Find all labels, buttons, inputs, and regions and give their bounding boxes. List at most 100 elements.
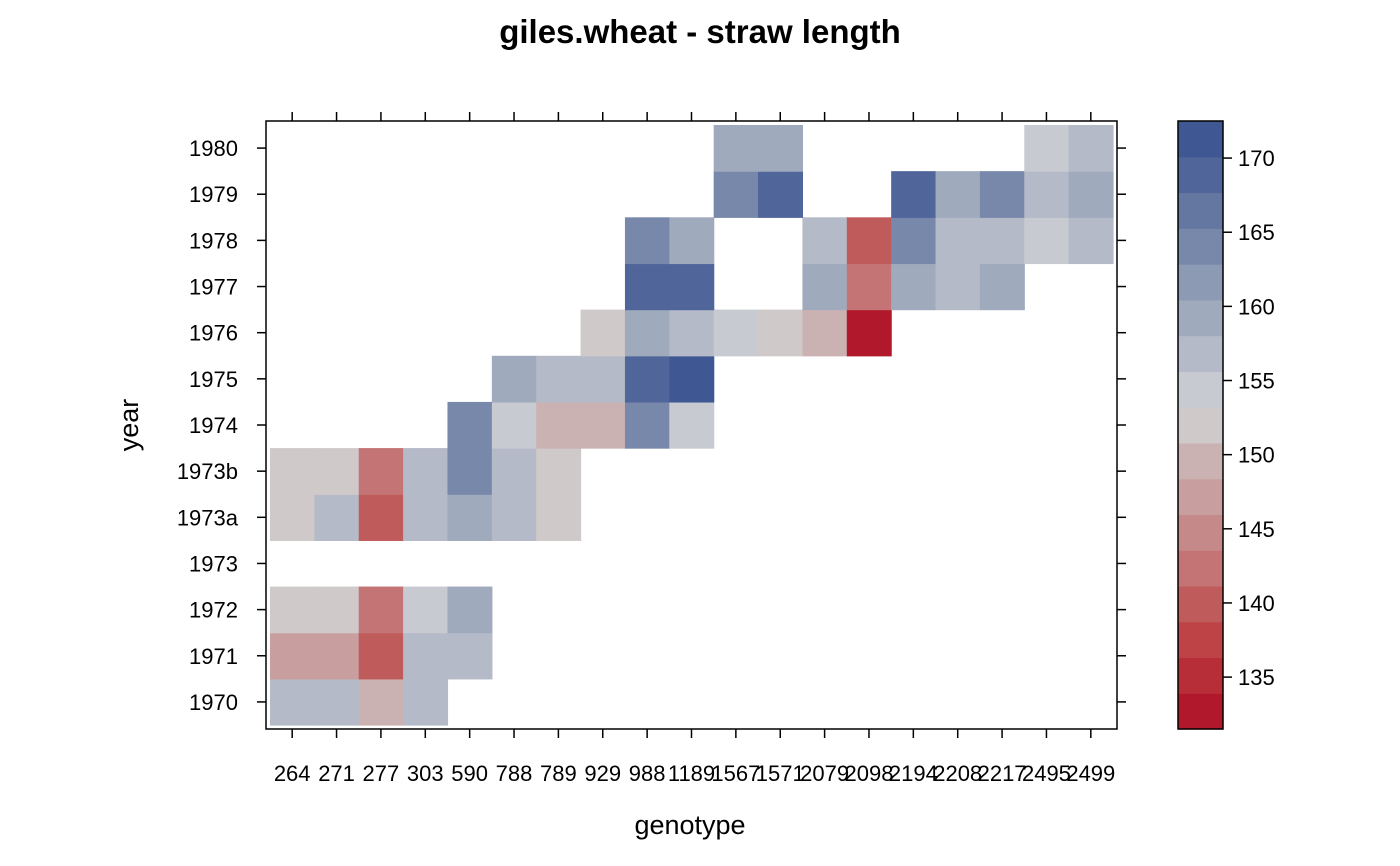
heatmap-cell (314, 448, 360, 495)
heatmap-cell (802, 309, 848, 357)
heatmap-cell (1068, 217, 1114, 265)
heatmap-cells (270, 125, 1114, 726)
heatmap-cell (624, 263, 670, 311)
y-tick-label: 1978 (189, 228, 238, 253)
x-tick-label: 1567 (711, 761, 760, 786)
heatmap-cell (713, 309, 759, 357)
heatmap-cell (491, 401, 537, 449)
heatmap-cell (979, 171, 1025, 218)
heatmap-cell (891, 171, 937, 218)
x-tick-label: 2495 (1022, 761, 1071, 786)
colorbar-tick-label: 165 (1238, 220, 1275, 245)
y-axis: 1970 1971 1972 1973 1973a 1973b 1974 1975 1976 19… (177, 136, 1126, 715)
y-tick-label: 1970 (189, 690, 238, 715)
colorbar-tick-label: 155 (1238, 369, 1275, 394)
heatmap-cell (270, 632, 315, 680)
heatmap-cell (314, 678, 360, 726)
colorbar-segment (1178, 192, 1223, 229)
heatmap-cell (447, 632, 493, 680)
colorbar-segment (1178, 299, 1223, 337)
y-tick-label: 1976 (189, 321, 238, 346)
x-tick-label: 277 (363, 761, 400, 786)
heatmap-cell (669, 263, 715, 311)
heatmap-cell (802, 217, 848, 265)
heatmap-cell (846, 309, 892, 357)
heatmap-cell (403, 632, 449, 680)
heatmap-cell (758, 309, 804, 357)
heatmap-cell (669, 309, 715, 357)
heatmap-cell (491, 448, 537, 495)
heatmap-cell (536, 448, 582, 495)
heatmap-cell (891, 217, 937, 265)
colorbar-segment (1178, 407, 1223, 444)
colorbar-segment (1178, 264, 1223, 301)
heatmap-cell (358, 632, 404, 680)
x-tick-label: 1571 (756, 761, 805, 786)
colorbar-segment (1178, 228, 1223, 265)
heatmap-cell (358, 448, 404, 495)
x-tick-label: 264 (274, 761, 311, 786)
colorbar-tick-label: 145 (1238, 517, 1275, 542)
heatmap-cell (447, 494, 493, 541)
x-axis: 264 271 277 303 590 788 789 929 988 1189156715712… (274, 112, 1115, 786)
heatmap-cell (1068, 171, 1114, 218)
x-tick-label: 988 (629, 761, 666, 786)
colorbar-segment (1178, 121, 1223, 158)
heatmap-cell (580, 309, 626, 357)
colorbar-tick-label: 170 (1238, 146, 1275, 171)
y-tick-label: 1973b (177, 459, 238, 484)
y-tick-label: 1973a (177, 505, 239, 530)
colorbar: 135 140 145 150 155 160 165 170 (1177, 120, 1275, 730)
heatmap-cell (669, 401, 715, 449)
heatmap-cell (536, 355, 582, 403)
heatmap-cell (846, 263, 892, 311)
y-axis-label: year (114, 399, 144, 452)
heatmap-cell (270, 586, 315, 634)
y-tick-label: 1974 (189, 413, 238, 438)
x-tick-label: 303 (407, 761, 444, 786)
x-axis-label: genotype (634, 810, 745, 840)
heatmap-cell (536, 401, 582, 449)
heatmap-cell (314, 586, 360, 634)
heatmap-cell (270, 494, 315, 541)
heatmap-cell (669, 355, 715, 403)
colorbar-tick-label: 135 (1238, 665, 1275, 690)
heatmap-cell (536, 494, 582, 541)
heatmap-cell (403, 448, 449, 495)
heatmap-cell (403, 678, 449, 726)
heatmap-cell (447, 401, 493, 449)
x-tick-label: 2499 (1066, 761, 1115, 786)
x-tick-label: 1189 (668, 761, 715, 786)
heatmap-cell (358, 494, 404, 541)
heatmap-cell (758, 125, 804, 172)
heatmap-cell (979, 263, 1025, 311)
heatmap-cell (358, 678, 404, 726)
x-tick-label: 929 (584, 761, 621, 786)
colorbar-segment (1178, 514, 1223, 551)
colorbar-segment (1178, 371, 1223, 408)
heatmap-cell (891, 263, 937, 311)
colorbar-frame (1177, 120, 1224, 730)
x-tick-label: 2217 (978, 761, 1027, 786)
heatmap-cell (580, 401, 626, 449)
y-tick-label: 1977 (189, 275, 238, 300)
x-tick-label: 788 (496, 761, 533, 786)
heatmap-cell (491, 494, 537, 541)
heatmap-cell (314, 632, 360, 680)
heatmap-cell (270, 678, 315, 726)
heatmap-cell (624, 217, 670, 265)
heatmap-cell (624, 309, 670, 357)
heatmap-cell (1024, 217, 1070, 265)
heatmap-cell (447, 448, 493, 495)
heatmap-cell (713, 125, 759, 172)
heatmap-cell (758, 171, 804, 218)
y-tick-label: 1979 (189, 182, 238, 207)
heatmap-cell (580, 355, 626, 403)
x-tick-label: 789 (540, 761, 577, 786)
heatmap-cell (270, 448, 315, 495)
colorbar-tick-label: 160 (1238, 294, 1275, 319)
colorbar-segment (1178, 478, 1223, 516)
colorbar-segment (1178, 585, 1223, 623)
heatmap-cell (846, 217, 892, 265)
